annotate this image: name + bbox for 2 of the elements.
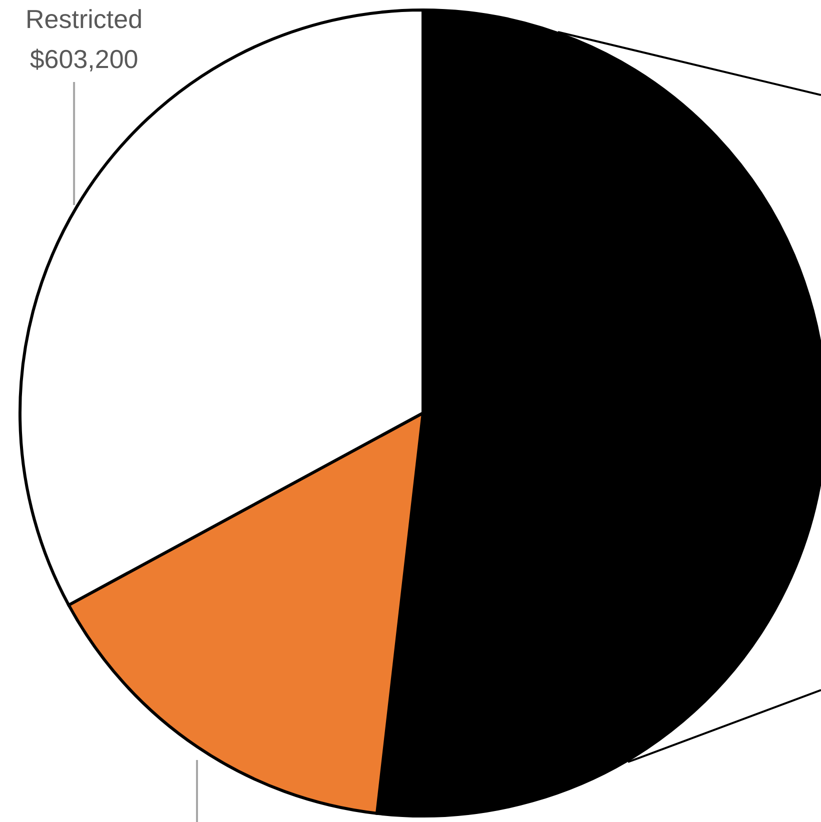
slice-label: Restricted	[26, 4, 143, 34]
data-label: $603,200	[30, 44, 138, 74]
